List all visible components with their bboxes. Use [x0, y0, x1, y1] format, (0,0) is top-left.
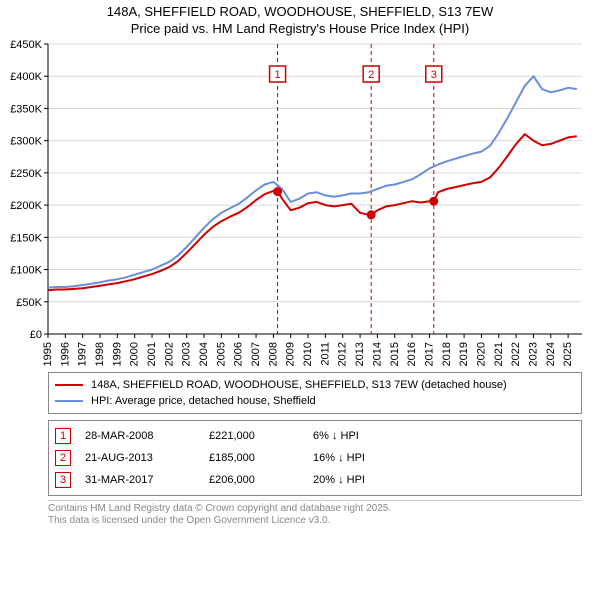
- transaction-delta: 6% ↓ HPI: [313, 430, 423, 442]
- svg-text:£0: £0: [30, 329, 42, 341]
- svg-text:2019: 2019: [458, 342, 470, 366]
- svg-text:2018: 2018: [441, 342, 453, 366]
- svg-text:2008: 2008: [267, 342, 279, 366]
- transaction-price: £206,000: [209, 474, 299, 486]
- transaction-price: £185,000: [209, 452, 299, 464]
- transaction-row: 2 21-AUG-2013 £185,000 16% ↓ HPI: [55, 447, 575, 469]
- svg-text:2000: 2000: [129, 342, 141, 366]
- svg-text:£350K: £350K: [10, 103, 42, 115]
- transaction-delta: 16% ↓ HPI: [313, 452, 423, 464]
- svg-text:2011: 2011: [319, 342, 331, 366]
- footer-attribution: Contains HM Land Registry data © Crown c…: [48, 500, 582, 528]
- svg-text:2010: 2010: [302, 342, 314, 366]
- svg-text:2007: 2007: [250, 342, 262, 366]
- transaction-badge: 1: [55, 428, 71, 444]
- legend-row: 148A, SHEFFIELD ROAD, WOODHOUSE, SHEFFIE…: [55, 377, 575, 393]
- svg-text:£200K: £200K: [10, 200, 42, 212]
- svg-text:2003: 2003: [181, 342, 193, 366]
- svg-text:2012: 2012: [337, 342, 349, 366]
- legend-label: HPI: Average price, detached house, Shef…: [91, 395, 316, 407]
- transaction-date: 28-MAR-2008: [85, 430, 195, 442]
- chart-area: £0 £50K £100K £150K £200K £250K £300K £350K £400…: [0, 38, 600, 368]
- title-line1: 148A, SHEFFIELD ROAD, WOODHOUSE, SHEFFIE…: [0, 4, 600, 21]
- svg-text:2014: 2014: [371, 342, 383, 366]
- svg-text:£300K: £300K: [10, 135, 42, 147]
- svg-text:2022: 2022: [510, 342, 522, 366]
- svg-text:2004: 2004: [198, 342, 210, 366]
- legend-swatch: [55, 400, 83, 402]
- svg-text:2017: 2017: [423, 342, 435, 366]
- svg-text:2023: 2023: [527, 342, 539, 366]
- transaction-delta: 20% ↓ HPI: [313, 474, 423, 486]
- svg-text:2024: 2024: [545, 342, 557, 366]
- svg-text:£50K: £50K: [16, 297, 42, 309]
- svg-text:2016: 2016: [406, 342, 418, 366]
- svg-text:2020: 2020: [475, 342, 487, 366]
- transaction-badge: 3: [55, 472, 71, 488]
- svg-text:2025: 2025: [562, 342, 574, 366]
- transaction-date: 31-MAR-2017: [85, 474, 195, 486]
- title-line2: Price paid vs. HM Land Registry's House …: [0, 21, 600, 38]
- svg-text:£450K: £450K: [10, 39, 42, 51]
- sale-marker-2: [367, 210, 376, 219]
- svg-text:1999: 1999: [111, 342, 123, 366]
- svg-text:2005: 2005: [215, 342, 227, 366]
- sale-marker-3: [429, 197, 438, 206]
- legend: 148A, SHEFFIELD ROAD, WOODHOUSE, SHEFFIE…: [48, 372, 582, 414]
- legend-swatch: [55, 384, 83, 386]
- svg-text:1996: 1996: [59, 342, 71, 366]
- svg-text:2: 2: [368, 69, 374, 81]
- svg-text:1998: 1998: [94, 342, 106, 366]
- legend-row: HPI: Average price, detached house, Shef…: [55, 393, 575, 409]
- transaction-row: 1 28-MAR-2008 £221,000 6% ↓ HPI: [55, 425, 575, 447]
- svg-text:3: 3: [431, 69, 437, 81]
- footer-line2: This data is licensed under the Open Gov…: [48, 515, 582, 528]
- transactions-table: 1 28-MAR-2008 £221,000 6% ↓ HPI 2 21-AUG-2013…: [48, 420, 582, 496]
- svg-text:1995: 1995: [42, 342, 54, 366]
- svg-text:2013: 2013: [354, 342, 366, 366]
- svg-text:2021: 2021: [493, 342, 505, 366]
- footer-line1: Contains HM Land Registry data © Crown c…: [48, 503, 582, 516]
- svg-text:1: 1: [274, 69, 280, 81]
- svg-text:£100K: £100K: [10, 264, 42, 276]
- chart-title: 148A, SHEFFIELD ROAD, WOODHOUSE, SHEFFIE…: [0, 0, 600, 38]
- transaction-row: 3 31-MAR-2017 £206,000 20% ↓ HPI: [55, 469, 575, 491]
- transaction-date: 21-AUG-2013: [85, 452, 195, 464]
- svg-text:2015: 2015: [389, 342, 401, 366]
- sale-marker-1: [273, 187, 282, 196]
- svg-text:£250K: £250K: [10, 168, 42, 180]
- transaction-badge: 2: [55, 450, 71, 466]
- svg-text:£400K: £400K: [10, 71, 42, 83]
- svg-text:2006: 2006: [233, 342, 245, 366]
- svg-text:£150K: £150K: [10, 232, 42, 244]
- svg-text:2002: 2002: [163, 342, 175, 366]
- svg-text:2009: 2009: [285, 342, 297, 366]
- svg-text:2001: 2001: [146, 342, 158, 366]
- transaction-price: £221,000: [209, 430, 299, 442]
- line-chart-svg: £0 £50K £100K £150K £200K £250K £300K £350K £400…: [0, 38, 600, 368]
- svg-text:1997: 1997: [77, 342, 89, 366]
- legend-label: 148A, SHEFFIELD ROAD, WOODHOUSE, SHEFFIE…: [91, 379, 507, 391]
